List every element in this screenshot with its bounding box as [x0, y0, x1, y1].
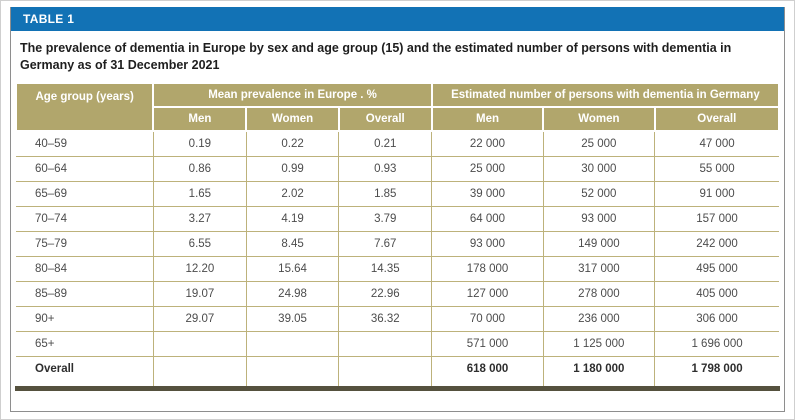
- subheader-germany-women: Women: [542, 106, 656, 132]
- data-cell: [338, 331, 433, 357]
- table-row: 70–74 3.27 4.19 3.79 64 000 93 000 157 000: [16, 206, 779, 232]
- age-group-cell: 80–84: [16, 256, 154, 282]
- data-cell: 278 000: [542, 281, 656, 307]
- data-cell: 1 798 000: [654, 356, 779, 386]
- prevalence-group-header: Mean prevalence in Europe . %: [152, 82, 433, 108]
- table-row: 65–69 1.65 2.02 1.85 39 000 52 000 91 000: [16, 181, 779, 207]
- data-cell: 0.19: [152, 131, 247, 157]
- data-cell: 19.07: [152, 281, 247, 307]
- data-cell: 0.93: [338, 156, 433, 182]
- data-cell: 93 000: [431, 231, 544, 257]
- data-cell: 7.67: [338, 231, 433, 257]
- data-cell: 8.45: [245, 231, 340, 257]
- data-cell: 3.79: [338, 206, 433, 232]
- data-cell: 14.35: [338, 256, 433, 282]
- data-cell: 242 000: [654, 231, 779, 257]
- data-cell: 0.86: [152, 156, 247, 182]
- data-cell: 15.64: [245, 256, 340, 282]
- subheader-prevalence-overall: Overall: [337, 106, 433, 132]
- age-group-cell: 65–69: [16, 181, 154, 207]
- table-caption: The prevalence of dementia in Europe by …: [20, 41, 732, 72]
- subheader-prevalence-men: Men: [152, 106, 248, 132]
- table-row: 85–89 19.07 24.98 22.96 127 000 278 000 405 00…: [16, 281, 779, 307]
- subheader-germany-men: Men: [430, 106, 545, 132]
- age-group-cell: 40–59: [16, 131, 154, 157]
- data-cell: 317 000: [542, 256, 656, 282]
- data-cell: 618 000: [431, 356, 544, 386]
- germany-group-header: Estimated number of persons with dementi…: [430, 82, 781, 108]
- table-body: 40–59 0.19 0.22 0.21 22 000 25 000 47 000 60–64…: [16, 131, 779, 386]
- data-cell: 39.05: [245, 306, 340, 332]
- table-number-label: TABLE 1: [23, 12, 75, 26]
- data-cell: 1 696 000: [654, 331, 779, 357]
- age-group-cell: Overall: [16, 356, 154, 386]
- data-cell: 178 000: [431, 256, 544, 282]
- table-header: Age group (years) Mean prevalence in Eur…: [14, 82, 781, 132]
- table-bottom-rule: [15, 386, 780, 391]
- table-row: 75–79 6.55 8.45 7.67 93 000 149 000 242 000: [16, 231, 779, 257]
- age-group-cell: 70–74: [16, 206, 154, 232]
- data-cell: 55 000: [654, 156, 779, 182]
- data-cell: 495 000: [654, 256, 779, 282]
- age-group-column-header: Age group (years): [14, 82, 155, 132]
- data-cell: 64 000: [431, 206, 544, 232]
- data-cell: 0.22: [245, 131, 340, 157]
- age-group-cell: 65+: [16, 331, 154, 357]
- data-cell: 29.07: [152, 306, 247, 332]
- data-cell: 4.19: [245, 206, 340, 232]
- data-cell: 127 000: [431, 281, 544, 307]
- table-panel: TABLE 1 The prevalence of dementia in Eu…: [10, 7, 785, 412]
- data-cell: 6.55: [152, 231, 247, 257]
- age-group-cell: 90+: [16, 306, 154, 332]
- table-number-banner: TABLE 1: [11, 7, 784, 31]
- data-cell: 36.32: [338, 306, 433, 332]
- data-cell: 149 000: [542, 231, 656, 257]
- data-cell: 0.21: [338, 131, 433, 157]
- subheader-germany-overall: Overall: [653, 106, 781, 132]
- data-cell: 39 000: [431, 181, 544, 207]
- data-cell: [245, 356, 340, 386]
- data-cell: 1 125 000: [542, 331, 656, 357]
- table-row: 60–64 0.86 0.99 0.93 25 000 30 000 55 000: [16, 156, 779, 182]
- data-cell: [245, 331, 340, 357]
- table-row: 80–84 12.20 15.64 14.35 178 000 317 000 495 00…: [16, 256, 779, 282]
- data-cell: 2.02: [245, 181, 340, 207]
- data-cell: 52 000: [542, 181, 656, 207]
- table-row: 40–59 0.19 0.22 0.21 22 000 25 000 47 000: [16, 131, 779, 157]
- table-row: 65+ 571 000 1 125 000 1 696 000: [16, 331, 779, 357]
- table-row: 90+ 29.07 39.05 36.32 70 000 236 000 306 000: [16, 306, 779, 332]
- data-cell: 306 000: [654, 306, 779, 332]
- data-cell: 12.20: [152, 256, 247, 282]
- data-cell: 24.98: [245, 281, 340, 307]
- data-cell: 571 000: [431, 331, 544, 357]
- table-row: Overall 618 000 1 180 000 1 798 000: [16, 356, 779, 386]
- data-cell: 0.99: [245, 156, 340, 182]
- data-cell: 236 000: [542, 306, 656, 332]
- data-cell: [152, 331, 247, 357]
- data-cell: [152, 356, 247, 386]
- data-cell: 1.85: [338, 181, 433, 207]
- data-cell: 22 000: [431, 131, 544, 157]
- data-cell: 1 180 000: [542, 356, 656, 386]
- data-cell: 47 000: [654, 131, 779, 157]
- data-cell: 93 000: [542, 206, 656, 232]
- data-cell: 91 000: [654, 181, 779, 207]
- table-container: Age group (years) Mean prevalence in Eur…: [11, 82, 784, 411]
- data-cell: [338, 356, 433, 386]
- age-group-cell: 75–79: [16, 231, 154, 257]
- dementia-prevalence-table: Age group (years) Mean prevalence in Eur…: [14, 82, 781, 386]
- data-cell: 157 000: [654, 206, 779, 232]
- data-cell: 22.96: [338, 281, 433, 307]
- subheader-prevalence-women: Women: [245, 106, 340, 132]
- age-group-cell: 85–89: [16, 281, 154, 307]
- data-cell: 30 000: [542, 156, 656, 182]
- data-cell: 3.27: [152, 206, 247, 232]
- data-cell: 25 000: [431, 156, 544, 182]
- data-cell: 25 000: [542, 131, 656, 157]
- data-cell: 405 000: [654, 281, 779, 307]
- data-cell: 1.65: [152, 181, 247, 207]
- age-group-cell: 60–64: [16, 156, 154, 182]
- data-cell: 70 000: [431, 306, 544, 332]
